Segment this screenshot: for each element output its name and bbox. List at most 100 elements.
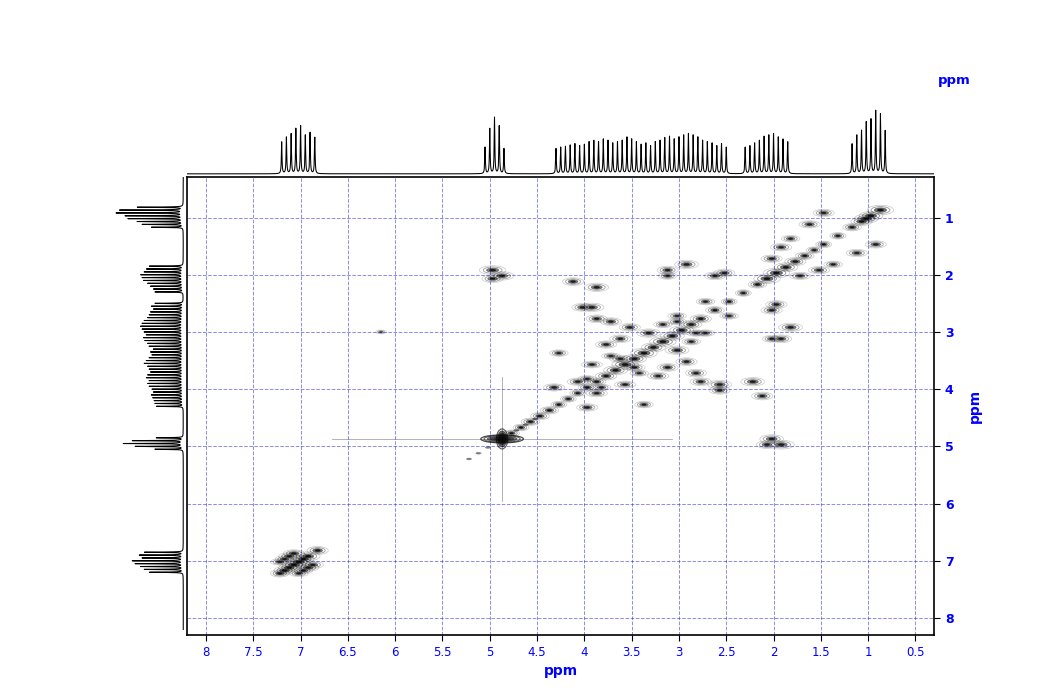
X-axis label: ppm: ppm — [544, 664, 577, 678]
Ellipse shape — [576, 392, 579, 394]
Ellipse shape — [491, 437, 514, 441]
Ellipse shape — [638, 351, 650, 355]
Ellipse shape — [620, 383, 630, 386]
Ellipse shape — [780, 265, 791, 269]
Ellipse shape — [719, 272, 730, 275]
Ellipse shape — [485, 446, 491, 449]
Ellipse shape — [725, 314, 734, 318]
Ellipse shape — [590, 364, 594, 365]
Ellipse shape — [622, 384, 627, 385]
Ellipse shape — [669, 335, 675, 337]
Ellipse shape — [777, 337, 786, 341]
Ellipse shape — [618, 338, 623, 340]
Ellipse shape — [713, 309, 717, 311]
Ellipse shape — [873, 244, 878, 245]
Ellipse shape — [545, 408, 553, 412]
Ellipse shape — [665, 275, 670, 276]
Ellipse shape — [818, 211, 829, 214]
Ellipse shape — [764, 278, 770, 280]
Ellipse shape — [287, 567, 291, 569]
Ellipse shape — [594, 286, 599, 288]
Ellipse shape — [291, 553, 296, 554]
Ellipse shape — [717, 389, 722, 391]
Ellipse shape — [491, 278, 495, 280]
Ellipse shape — [301, 558, 306, 560]
Ellipse shape — [554, 352, 563, 355]
Ellipse shape — [499, 275, 505, 277]
Ellipse shape — [580, 306, 585, 309]
Ellipse shape — [622, 364, 628, 366]
Ellipse shape — [761, 276, 774, 281]
Ellipse shape — [585, 387, 590, 388]
Ellipse shape — [674, 349, 680, 351]
Ellipse shape — [801, 254, 809, 258]
Ellipse shape — [519, 426, 523, 429]
Ellipse shape — [497, 274, 507, 278]
Ellipse shape — [877, 209, 883, 211]
Ellipse shape — [607, 355, 615, 357]
Ellipse shape — [852, 251, 861, 255]
Ellipse shape — [762, 443, 772, 447]
Ellipse shape — [829, 263, 837, 266]
Ellipse shape — [726, 300, 733, 303]
Ellipse shape — [785, 325, 797, 329]
Ellipse shape — [632, 358, 637, 360]
Ellipse shape — [854, 252, 859, 254]
Ellipse shape — [526, 420, 535, 424]
Ellipse shape — [667, 334, 678, 338]
Ellipse shape — [609, 355, 613, 357]
Ellipse shape — [766, 257, 777, 260]
Ellipse shape — [727, 315, 731, 317]
Ellipse shape — [792, 260, 798, 262]
Ellipse shape — [739, 292, 748, 295]
Ellipse shape — [518, 426, 525, 429]
Ellipse shape — [601, 343, 611, 346]
Ellipse shape — [665, 269, 670, 271]
Ellipse shape — [671, 348, 683, 352]
Ellipse shape — [807, 223, 812, 225]
Ellipse shape — [777, 246, 786, 249]
Ellipse shape — [778, 444, 784, 446]
Ellipse shape — [498, 431, 506, 447]
Ellipse shape — [698, 318, 704, 320]
Ellipse shape — [509, 433, 514, 434]
Ellipse shape — [702, 300, 710, 303]
Ellipse shape — [549, 386, 559, 389]
Ellipse shape — [306, 555, 311, 557]
Ellipse shape — [788, 327, 793, 328]
Ellipse shape — [615, 337, 625, 341]
Ellipse shape — [547, 410, 551, 411]
Ellipse shape — [536, 415, 544, 417]
Ellipse shape — [665, 366, 670, 369]
Ellipse shape — [597, 386, 606, 389]
Ellipse shape — [280, 558, 289, 560]
Ellipse shape — [663, 274, 672, 277]
Ellipse shape — [288, 563, 300, 567]
Ellipse shape — [583, 406, 592, 409]
Ellipse shape — [695, 317, 706, 320]
Ellipse shape — [606, 320, 616, 323]
Ellipse shape — [859, 221, 864, 223]
Ellipse shape — [704, 301, 708, 302]
Ellipse shape — [532, 418, 538, 420]
Ellipse shape — [848, 225, 856, 229]
Ellipse shape — [865, 214, 877, 218]
Ellipse shape — [618, 358, 623, 359]
Ellipse shape — [632, 366, 637, 369]
Ellipse shape — [488, 277, 498, 281]
Ellipse shape — [302, 570, 306, 571]
Ellipse shape — [686, 322, 696, 327]
Ellipse shape — [299, 557, 308, 561]
Ellipse shape — [291, 564, 296, 566]
Ellipse shape — [660, 341, 666, 343]
Ellipse shape — [698, 381, 704, 383]
Ellipse shape — [287, 556, 291, 557]
Ellipse shape — [284, 554, 294, 558]
Ellipse shape — [663, 366, 672, 369]
Ellipse shape — [712, 275, 717, 276]
Ellipse shape — [770, 271, 783, 275]
Ellipse shape — [810, 248, 817, 251]
Ellipse shape — [603, 343, 609, 346]
Ellipse shape — [303, 566, 313, 570]
Ellipse shape — [774, 272, 780, 274]
